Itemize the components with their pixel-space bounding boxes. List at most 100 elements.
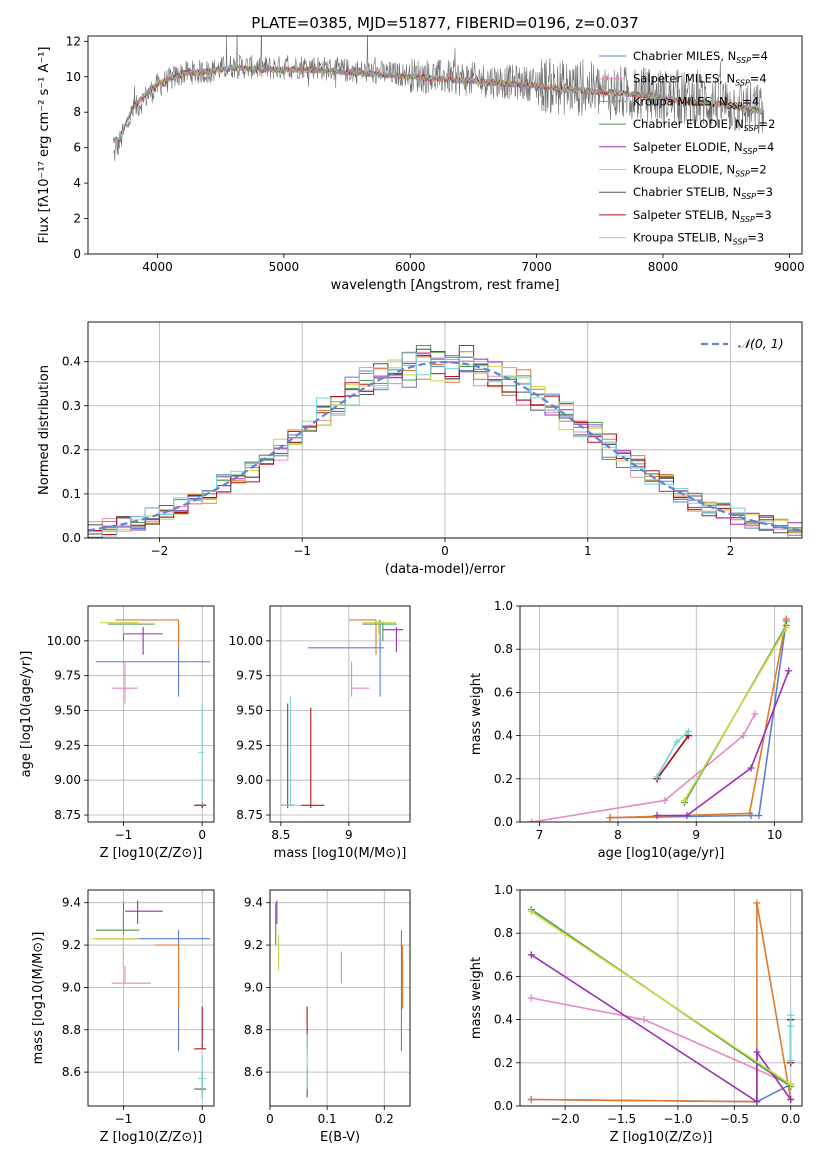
panel-weight_age: 7 8 9 10 0.0 0.2 0.4 0.6 0.8 1.0 age [log10(age/yr… [469,599,803,861]
x-axis-label: E(B-V) [320,1130,360,1145]
legend-sub: SSP [735,170,750,179]
y-tick-label: 0.2 [494,772,513,786]
y-tick-label: 8 [73,105,81,119]
y-tick-label: 0.2 [62,443,81,457]
y-tick-label: 9.25 [236,738,263,752]
x-tick-label: 8 [614,828,622,842]
plot-area-residuals [88,345,802,538]
x-tick-label: 9 [692,828,700,842]
plot-area-spectrum [112,36,765,162]
y-tick-label: 0.4 [494,729,513,743]
plot-area-weight_age [528,615,793,822]
x-tick-label: 5000 [269,260,300,274]
x-tick-label: −1.5 [607,1112,636,1126]
y-tick-label: 8.75 [236,808,263,822]
x-tick-label: 0.1 [318,1112,337,1126]
x-tick-label: 2 [727,544,735,558]
panel-mass_ebv: 0 0.1 0.2 8.6 8.8 9.0 9.2 9.4 E(B-V) [244,889,411,1145]
legend-sub: SSP [728,101,743,110]
y-tick-label: 0.2 [494,1056,513,1070]
axes-frame [269,605,411,823]
legend-text: =3 [756,185,773,199]
legend-text: =4 [757,140,774,154]
x-axis-label: (data-model)/error [385,562,506,577]
legend-text: =2 [759,117,776,131]
y-tick-label: 0.4 [62,355,81,369]
x-tick-label: 7000 [521,260,552,274]
y-tick-label: 8.8 [62,1023,81,1037]
legend-sub: SSP [741,192,756,201]
panel-weight_Z: −2.0 −1.5 −1.0 −0.5 0.0 0.0 0.2 0.4 0.6 0.8 1.0 Z [… [469,883,803,1145]
legend-text: Salpeter ELODIE, N [633,140,743,154]
histogram-7 [88,351,802,535]
legend-text: Chabrier STELIB, N [633,185,741,199]
y-tick-label: 9.75 [54,669,81,683]
legend-text: Salpeter MILES, N [633,72,735,86]
y-tick-label: 1.0 [494,599,513,613]
panel-age_Z: −1 0 8.75 9.00 9.25 9.50 9.75 10.00 Z [log10(Z/Z… [19,605,215,861]
y-axis-label: Flux [fλ10⁻¹⁷ erg cm⁻² s⁻¹ A⁻¹] [37,47,52,244]
legend-label: Chabrier MILES, NSSP=4 [633,49,768,65]
y-tick-label: 4 [73,176,81,190]
panel-spectrum: 4000 5000 6000 7000 8000 9000 0 2 4 6 8 10 12 wavelen… [37,34,805,293]
legend-sub: SSP [735,79,750,88]
plot-area-age_mass [280,619,404,809]
panel-residuals: −2 −1 0 1 2 0.0 0.1 0.2 0.3 0.4 (data-model)/error… [37,321,803,577]
y-tick-label: 0 [73,247,81,261]
x-tick-label: 7 [536,828,544,842]
y-tick-label: 8.6 [244,1065,263,1079]
x-tick-label: 0.0 [781,1112,800,1126]
axes-frame [87,321,803,539]
gaussian-curve [88,360,802,532]
x-tick-label: 8.5 [271,828,290,842]
legend-label: Salpeter STELIB, NSSP=3 [633,208,772,224]
panel-age_mass: 8.5 9 8.75 9.00 9.25 9.50 9.75 10.00 mass [log10… [229,605,411,861]
y-tick-label: 0.4 [494,1013,513,1027]
y-tick-label: 8.75 [54,808,81,822]
y-tick-label: 2 [73,212,81,226]
axes-frame [269,889,411,1107]
legend-sub: SSP [740,215,755,224]
y-tick-label: 0.8 [494,926,513,940]
weight-line [530,910,792,1086]
y-tick-label: 10.00 [229,634,263,648]
legend-text: =3 [755,208,772,222]
legend-sub: SSP [744,124,759,133]
y-tick-label: 0.0 [62,531,81,545]
legend-text: Kroupa STELIB, N [633,231,733,245]
x-axis-label: age [log10(age/yr)] [598,846,725,861]
x-tick-label: 0 [441,544,449,558]
legend-label: Salpeter ELODIE, NSSP=4 [633,140,774,156]
legend-text: Chabrier ELODIE, N [633,117,744,131]
legend-sub: SSP [736,56,751,65]
x-tick-label: −1 [115,1112,133,1126]
x-axis-label: wavelength [Angstrom, rest frame] [331,278,560,293]
y-tick-label: 9.2 [244,938,263,952]
legend-text: =2 [750,163,767,177]
x-tick-label: −2.0 [551,1112,580,1126]
y-tick-label: 9.50 [236,704,263,718]
x-tick-label: −1 [115,828,133,842]
plot-area-age_Z [95,619,211,809]
y-tick-label: 0.6 [494,969,513,983]
y-tick-label: 9.50 [54,704,81,718]
legend-text: Kroupa ELODIE, N [633,163,735,177]
x-axis-label: mass [log10(M/M⊙)] [274,846,407,861]
plot-area-mass_Z [91,900,211,1098]
y-tick-label: 9.0 [62,980,81,994]
panel-mass_Z: −1 0 8.6 8.8 9.0 9.2 9.4 Z [log10(Z/Z⊙)] mass [l… [31,889,215,1145]
x-tick-label: 10 [767,828,782,842]
axes-frame [519,605,803,823]
legend-text: =4 [751,49,768,63]
weight-line [531,997,792,1086]
y-axis-label: Normed distribution [37,365,52,495]
legend-label: Kroupa MILES, NSSP=4 [633,94,759,110]
legend-text: Chabrier MILES, N [633,49,736,63]
histogram-5 [88,356,802,533]
y-tick-label: 9.2 [62,938,81,952]
y-tick-label: 0.3 [62,399,81,413]
x-tick-label: 0 [198,828,206,842]
x-tick-label: 0.2 [375,1112,394,1126]
